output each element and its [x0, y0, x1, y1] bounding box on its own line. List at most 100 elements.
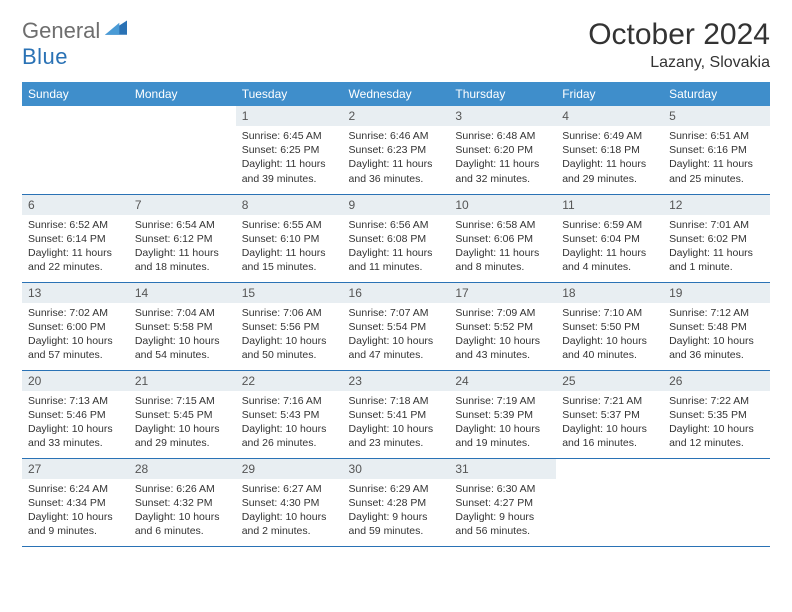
- day-cell: 9Sunrise: 6:56 AMSunset: 6:08 PMDaylight…: [343, 194, 450, 282]
- day-cell: 17Sunrise: 7:09 AMSunset: 5:52 PMDayligh…: [449, 282, 556, 370]
- logo: General Blue: [22, 18, 127, 70]
- day-body: Sunrise: 7:06 AMSunset: 5:56 PMDaylight:…: [236, 303, 343, 369]
- day-body: Sunrise: 6:55 AMSunset: 6:10 PMDaylight:…: [236, 215, 343, 281]
- day-body: Sunrise: 7:12 AMSunset: 5:48 PMDaylight:…: [663, 303, 770, 369]
- day-cell: .: [22, 106, 129, 194]
- day-number: 31: [449, 459, 556, 479]
- day-cell: 20Sunrise: 7:13 AMSunset: 5:46 PMDayligh…: [22, 370, 129, 458]
- weekday-header: Friday: [556, 82, 663, 106]
- day-cell: 12Sunrise: 7:01 AMSunset: 6:02 PMDayligh…: [663, 194, 770, 282]
- day-body: Sunrise: 7:13 AMSunset: 5:46 PMDaylight:…: [22, 391, 129, 457]
- day-body: Sunrise: 7:16 AMSunset: 5:43 PMDaylight:…: [236, 391, 343, 457]
- day-number: 21: [129, 371, 236, 391]
- location: Lazany, Slovakia: [588, 54, 770, 72]
- day-body: Sunrise: 7:22 AMSunset: 5:35 PMDaylight:…: [663, 391, 770, 457]
- day-cell: 7Sunrise: 6:54 AMSunset: 6:12 PMDaylight…: [129, 194, 236, 282]
- day-number: 12: [663, 195, 770, 215]
- day-cell: 31Sunrise: 6:30 AMSunset: 4:27 PMDayligh…: [449, 458, 556, 546]
- day-cell: 1Sunrise: 6:45 AMSunset: 6:25 PMDaylight…: [236, 106, 343, 194]
- day-body: Sunrise: 6:24 AMSunset: 4:34 PMDaylight:…: [22, 479, 129, 545]
- day-body: Sunrise: 7:15 AMSunset: 5:45 PMDaylight:…: [129, 391, 236, 457]
- weekday-header: Sunday: [22, 82, 129, 106]
- weekday-header: Monday: [129, 82, 236, 106]
- day-number: 24: [449, 371, 556, 391]
- day-number: 5: [663, 106, 770, 126]
- day-body: Sunrise: 7:09 AMSunset: 5:52 PMDaylight:…: [449, 303, 556, 369]
- day-cell: 3Sunrise: 6:48 AMSunset: 6:20 PMDaylight…: [449, 106, 556, 194]
- week-row: 6Sunrise: 6:52 AMSunset: 6:14 PMDaylight…: [22, 194, 770, 282]
- day-body: Sunrise: 6:54 AMSunset: 6:12 PMDaylight:…: [129, 215, 236, 281]
- day-cell: 24Sunrise: 7:19 AMSunset: 5:39 PMDayligh…: [449, 370, 556, 458]
- week-row: 20Sunrise: 7:13 AMSunset: 5:46 PMDayligh…: [22, 370, 770, 458]
- day-body: Sunrise: 6:52 AMSunset: 6:14 PMDaylight:…: [22, 215, 129, 281]
- day-body: Sunrise: 7:07 AMSunset: 5:54 PMDaylight:…: [343, 303, 450, 369]
- week-row: ..1Sunrise: 6:45 AMSunset: 6:25 PMDaylig…: [22, 106, 770, 194]
- day-number: 30: [343, 459, 450, 479]
- day-cell: 15Sunrise: 7:06 AMSunset: 5:56 PMDayligh…: [236, 282, 343, 370]
- day-number: 6: [22, 195, 129, 215]
- day-body: Sunrise: 7:02 AMSunset: 6:00 PMDaylight:…: [22, 303, 129, 369]
- day-number: 20: [22, 371, 129, 391]
- week-row: 27Sunrise: 6:24 AMSunset: 4:34 PMDayligh…: [22, 458, 770, 546]
- day-body: Sunrise: 7:18 AMSunset: 5:41 PMDaylight:…: [343, 391, 450, 457]
- day-cell: 8Sunrise: 6:55 AMSunset: 6:10 PMDaylight…: [236, 194, 343, 282]
- day-number: 26: [663, 371, 770, 391]
- day-number: 29: [236, 459, 343, 479]
- logo-triangle-icon: [105, 17, 127, 35]
- day-cell: 5Sunrise: 6:51 AMSunset: 6:16 PMDaylight…: [663, 106, 770, 194]
- day-cell: 18Sunrise: 7:10 AMSunset: 5:50 PMDayligh…: [556, 282, 663, 370]
- weekday-header: Saturday: [663, 82, 770, 106]
- day-cell: 19Sunrise: 7:12 AMSunset: 5:48 PMDayligh…: [663, 282, 770, 370]
- day-cell: 28Sunrise: 6:26 AMSunset: 4:32 PMDayligh…: [129, 458, 236, 546]
- day-body: Sunrise: 7:21 AMSunset: 5:37 PMDaylight:…: [556, 391, 663, 457]
- day-number: 19: [663, 283, 770, 303]
- day-number: 25: [556, 371, 663, 391]
- day-body: Sunrise: 6:27 AMSunset: 4:30 PMDaylight:…: [236, 479, 343, 545]
- title-block: October 2024 Lazany, Slovakia: [588, 18, 770, 72]
- day-number: 8: [236, 195, 343, 215]
- day-body: Sunrise: 6:30 AMSunset: 4:27 PMDaylight:…: [449, 479, 556, 545]
- day-body: Sunrise: 6:48 AMSunset: 6:20 PMDaylight:…: [449, 126, 556, 192]
- day-cell: 4Sunrise: 6:49 AMSunset: 6:18 PMDaylight…: [556, 106, 663, 194]
- logo-text-blue: Blue: [22, 44, 68, 69]
- day-body: Sunrise: 6:46 AMSunset: 6:23 PMDaylight:…: [343, 126, 450, 192]
- logo-text-general: General: [22, 18, 100, 43]
- week-row: 13Sunrise: 7:02 AMSunset: 6:00 PMDayligh…: [22, 282, 770, 370]
- day-cell: 6Sunrise: 6:52 AMSunset: 6:14 PMDaylight…: [22, 194, 129, 282]
- day-body: Sunrise: 6:45 AMSunset: 6:25 PMDaylight:…: [236, 126, 343, 192]
- day-number: 16: [343, 283, 450, 303]
- day-cell: .: [556, 458, 663, 546]
- day-cell: 10Sunrise: 6:58 AMSunset: 6:06 PMDayligh…: [449, 194, 556, 282]
- day-number: 23: [343, 371, 450, 391]
- day-body: Sunrise: 6:49 AMSunset: 6:18 PMDaylight:…: [556, 126, 663, 192]
- day-cell: 11Sunrise: 6:59 AMSunset: 6:04 PMDayligh…: [556, 194, 663, 282]
- day-body: Sunrise: 6:29 AMSunset: 4:28 PMDaylight:…: [343, 479, 450, 545]
- month-title: October 2024: [588, 18, 770, 52]
- day-body: Sunrise: 7:19 AMSunset: 5:39 PMDaylight:…: [449, 391, 556, 457]
- weekday-header: Wednesday: [343, 82, 450, 106]
- day-number: 17: [449, 283, 556, 303]
- day-number: 13: [22, 283, 129, 303]
- day-number: 9: [343, 195, 450, 215]
- day-body: Sunrise: 6:58 AMSunset: 6:06 PMDaylight:…: [449, 215, 556, 281]
- day-cell: 2Sunrise: 6:46 AMSunset: 6:23 PMDaylight…: [343, 106, 450, 194]
- day-cell: .: [663, 458, 770, 546]
- day-cell: 25Sunrise: 7:21 AMSunset: 5:37 PMDayligh…: [556, 370, 663, 458]
- calendar-table: SundayMondayTuesdayWednesdayThursdayFrid…: [22, 82, 770, 547]
- day-cell: 30Sunrise: 6:29 AMSunset: 4:28 PMDayligh…: [343, 458, 450, 546]
- day-number: 3: [449, 106, 556, 126]
- day-cell: 26Sunrise: 7:22 AMSunset: 5:35 PMDayligh…: [663, 370, 770, 458]
- day-cell: 23Sunrise: 7:18 AMSunset: 5:41 PMDayligh…: [343, 370, 450, 458]
- weekday-header: Thursday: [449, 82, 556, 106]
- day-cell: 13Sunrise: 7:02 AMSunset: 6:00 PMDayligh…: [22, 282, 129, 370]
- day-number: 11: [556, 195, 663, 215]
- day-number: 18: [556, 283, 663, 303]
- day-number: 15: [236, 283, 343, 303]
- day-cell: 21Sunrise: 7:15 AMSunset: 5:45 PMDayligh…: [129, 370, 236, 458]
- day-number: 7: [129, 195, 236, 215]
- day-number: 27: [22, 459, 129, 479]
- day-body: Sunrise: 7:10 AMSunset: 5:50 PMDaylight:…: [556, 303, 663, 369]
- day-body: Sunrise: 7:01 AMSunset: 6:02 PMDaylight:…: [663, 215, 770, 281]
- day-number: 1: [236, 106, 343, 126]
- day-cell: 29Sunrise: 6:27 AMSunset: 4:30 PMDayligh…: [236, 458, 343, 546]
